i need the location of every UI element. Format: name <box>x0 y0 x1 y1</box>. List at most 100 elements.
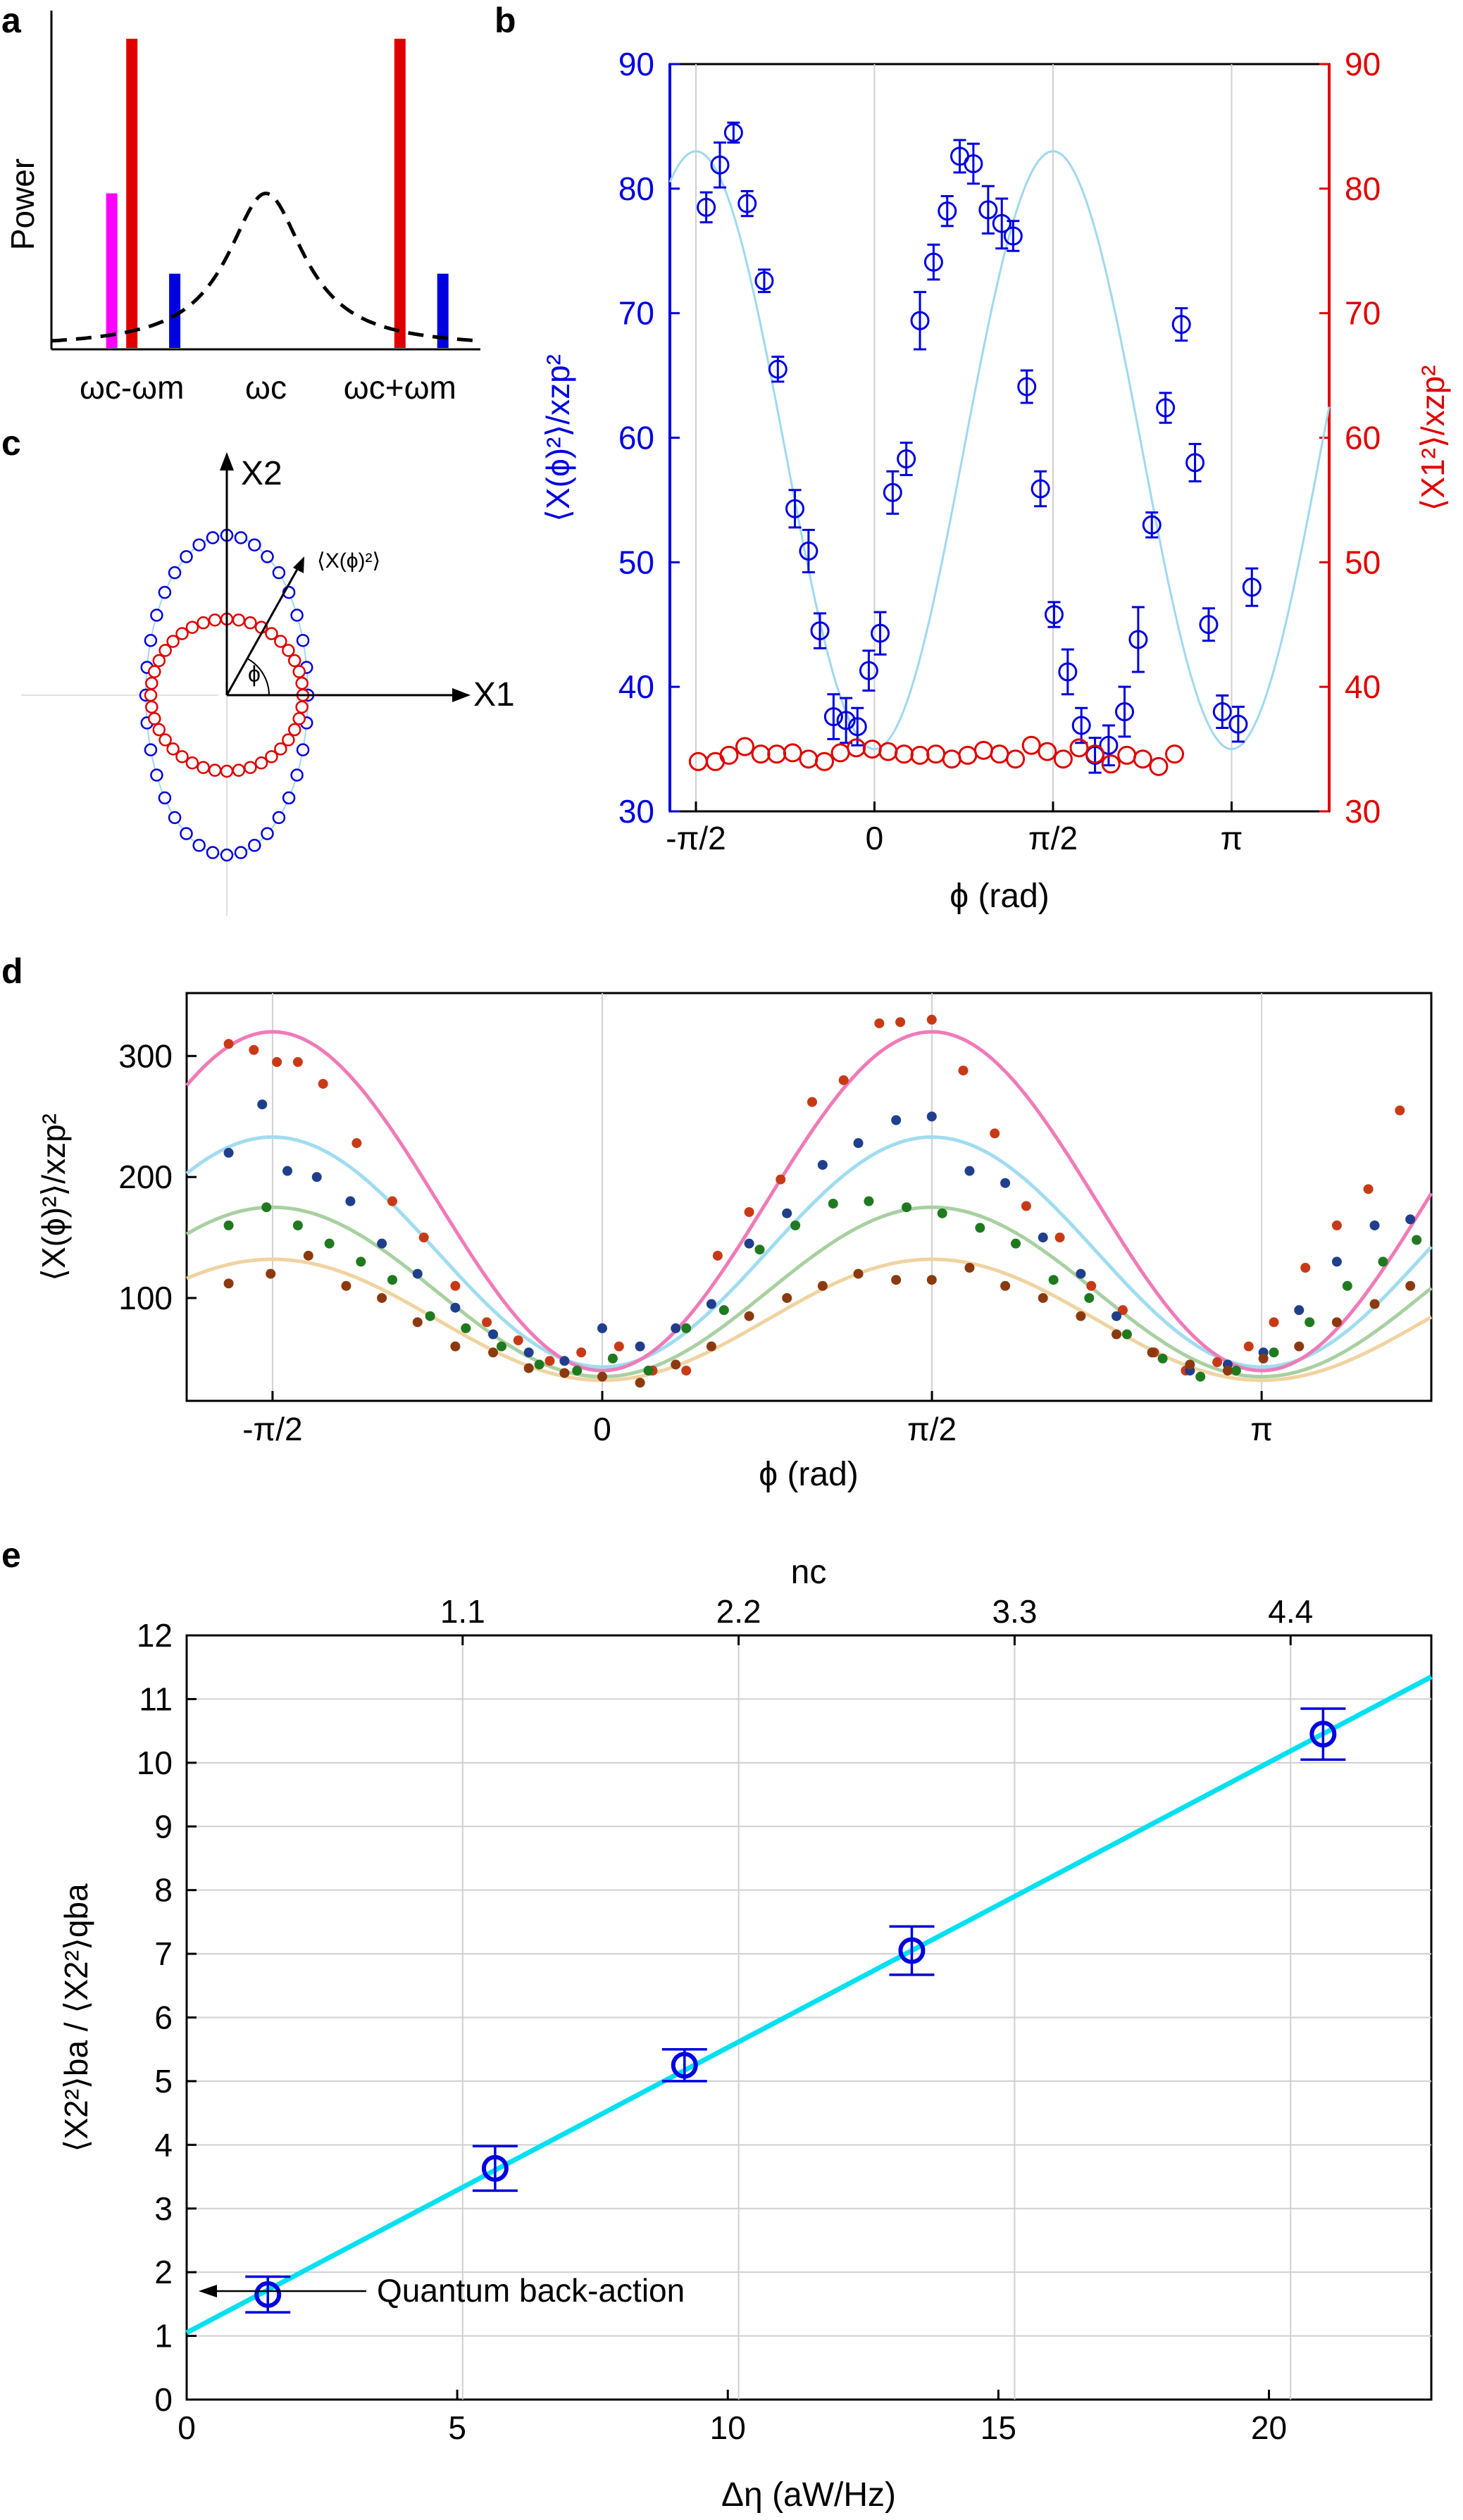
panel-a-bars <box>106 39 449 348</box>
panel-c-x2-arrowhead <box>220 452 234 470</box>
panel-c-red-point-12 <box>197 616 210 630</box>
panel-c-red-point-5 <box>274 635 287 648</box>
panel-a: a Power ωc-ωm ωc ωc+ωm <box>1 1 481 406</box>
panel-d-fit-3 <box>186 1257 1433 1383</box>
panel-d-ytick-label-0: 100 <box>118 1280 173 1316</box>
panel-c-red-point-32 <box>244 761 257 774</box>
panel-d: d 100 200 300 -π/2 0 π/2 π ⟨X(ϕ)²⟩/xzp² ϕ (rad… <box>1 952 1433 1493</box>
panel-d-s0-point-37 <box>1363 1184 1374 1194</box>
panel-b-red-point-23 <box>1053 749 1073 769</box>
panel-d-s3-point-20 <box>964 1263 975 1273</box>
panel-b-xlabel: ϕ (rad) <box>950 878 1050 915</box>
panel-b-blue-point-31 <box>1115 702 1135 722</box>
panel-d-s3-point-2 <box>303 1250 313 1261</box>
panel-b-red-point-13 <box>894 744 914 764</box>
panel-a-tick-labels: ωc-ωm ωc ωc+ωm <box>80 369 456 406</box>
panel-c-red-point-2 <box>292 665 306 678</box>
panel-d-s0-point-21 <box>874 1018 885 1028</box>
panel-b-xtick-label-1: 0 <box>866 820 884 856</box>
panel-c-red-point-29 <box>208 763 222 777</box>
panel-b-red-point-15 <box>926 744 946 764</box>
panel-d-s3-point-6 <box>450 1341 461 1352</box>
panel-c-blue-point-25 <box>192 839 206 852</box>
panel-d-s3-point-12 <box>671 1359 681 1370</box>
panel-d-s2-point-25 <box>1121 1329 1132 1340</box>
panel-d-s1-point-31 <box>1331 1256 1342 1267</box>
panel-d-s1-point-17 <box>817 1159 828 1170</box>
panel-b-blue-point-22 <box>992 213 1011 233</box>
panel-d-frame <box>185 992 1433 1402</box>
panel-d-s2-point-16 <box>790 1220 801 1230</box>
panel-a-ylabel: Power <box>4 158 41 250</box>
panel-d-s2-point-21 <box>975 1223 985 1233</box>
panel-e-ytick-label-0: 0 <box>154 2381 173 2418</box>
panel-a-cavity-lorentzian <box>51 191 481 343</box>
panel-d-s0-point-33 <box>1243 1341 1254 1352</box>
panel-d-s2-point-17 <box>828 1198 838 1209</box>
panel-c-red-point-27 <box>185 756 199 770</box>
panel-d-s0-point-11 <box>544 1356 555 1366</box>
panel-c-blue-point-33 <box>290 768 304 782</box>
panel-c-blue-point-5 <box>272 566 286 580</box>
panel-c-x1-label: X1 <box>473 676 515 713</box>
panel-d-letter: d <box>1 952 23 991</box>
panel-b-blue-point-32 <box>1128 630 1148 649</box>
panel-c-red-point-16 <box>158 644 172 657</box>
panel-d-s1-point-24 <box>1076 1268 1086 1279</box>
panel-c-blue-point-26 <box>206 846 220 859</box>
panel-d-s1-point-14 <box>706 1299 716 1309</box>
panel-b-red-point-16 <box>942 749 961 769</box>
panel-b-right-ylabel: ⟨X1²⟩/xzp² <box>1414 365 1451 511</box>
panel-c-red-point-14 <box>175 627 189 640</box>
panel-d-s1-point-33 <box>1405 1214 1416 1225</box>
panel-c-angle-arc <box>247 658 270 696</box>
panel-d-s1-point-2 <box>282 1166 293 1176</box>
panel-d-ticks: 100 200 300 -π/2 0 π/2 π <box>118 1037 1273 1447</box>
panel-c-red-point-31 <box>232 763 246 777</box>
panel-b-ltick-label-0: 30 <box>618 793 654 830</box>
panel-c-red-point-30 <box>220 764 234 778</box>
panel-d-s1-point-10 <box>559 1356 570 1366</box>
panel-e-top-label: nc <box>791 1554 827 1591</box>
panel-d-s2-point-20 <box>937 1208 947 1218</box>
panel-d-s0-point-3 <box>292 1056 303 1067</box>
panel-e-annotation-arrowhead <box>199 2285 217 2297</box>
panel-c-blue-point-6 <box>261 550 274 563</box>
panel-c-red-point-22 <box>148 712 161 725</box>
panel-b-red-point-25 <box>1085 744 1105 764</box>
panel-d-s3-point-5 <box>412 1317 423 1328</box>
panel-c-red-point-25 <box>166 742 180 756</box>
panel-d-s0-point-1 <box>249 1044 259 1055</box>
panel-b-red-point-7 <box>799 749 818 769</box>
panel-d-s0-point-16 <box>712 1250 723 1261</box>
panel-e-ytick-label-2: 2 <box>154 2254 173 2290</box>
panel-d-s3-point-24 <box>1112 1329 1122 1340</box>
panel-e-fit-line <box>185 1674 1433 2335</box>
panel-a-bar-0 <box>106 193 118 348</box>
panel-d-s3-point-25 <box>1147 1347 1157 1358</box>
panel-e-grid <box>187 1635 1431 2400</box>
panel-e-point-3 <box>898 1937 926 1964</box>
panel-d-s2-point-33 <box>1412 1235 1422 1245</box>
panel-b-rtick-label-4: 70 <box>1345 295 1381 332</box>
panel-c-blue-point-31 <box>272 811 286 825</box>
panel-c-red-point-35 <box>274 742 287 756</box>
panel-c-red-point-24 <box>158 733 172 747</box>
panel-d-s3-point-16 <box>817 1280 828 1291</box>
panel-d-ytick-label-2: 300 <box>118 1037 173 1074</box>
panel-b-ticks: 30 30 40 40 50 50 60 60 70 70 80 80 90 90 -π/2 0 π/2 π <box>618 46 1381 856</box>
panel-c-red-point-3 <box>287 654 301 668</box>
panel-b-blue-point-27 <box>1058 662 1078 682</box>
panel-b-blue-point-36 <box>1185 453 1205 473</box>
panel-d-s2-point-9 <box>534 1359 544 1370</box>
panel-c-blue-point-3 <box>290 609 304 622</box>
panel-b-rtick-label-2: 50 <box>1345 544 1381 580</box>
panel-b-blue-point-1 <box>710 155 730 175</box>
panel-c-red-circle <box>144 612 310 778</box>
panel-c-blue-point-13 <box>168 566 182 580</box>
panel-c-vector <box>225 565 301 696</box>
panel-d-s2-point-27 <box>1195 1371 1206 1382</box>
panel-e-ytick-label-11: 11 <box>139 1680 173 1717</box>
panel-d-s0-point-28 <box>1086 1280 1097 1291</box>
panel-d-s3-point-28 <box>1258 1353 1269 1364</box>
